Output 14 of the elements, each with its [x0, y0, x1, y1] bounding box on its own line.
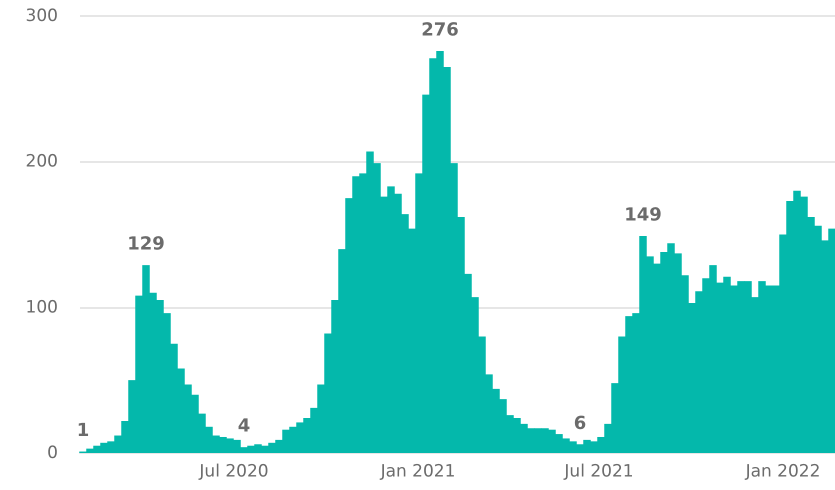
data-label: 6	[574, 412, 586, 434]
x-tick-label: Jul 2021	[563, 462, 634, 482]
y-tick-label: 100	[26, 297, 58, 318]
y-tick-label: 300	[26, 6, 58, 26]
y-tick-label: 0	[47, 443, 58, 463]
data-label: 276	[421, 19, 459, 40]
x-tick-label: Jan 2022	[744, 462, 820, 482]
data-label: 149	[624, 204, 662, 226]
data-label: 1	[76, 420, 90, 442]
data-label: 4	[238, 416, 250, 437]
data-label: 129	[127, 234, 165, 255]
x-tick-label: Jul 2020	[198, 462, 269, 482]
x-tick-label: Jan 2021	[380, 462, 456, 482]
y-tick-label: 200	[26, 152, 58, 172]
